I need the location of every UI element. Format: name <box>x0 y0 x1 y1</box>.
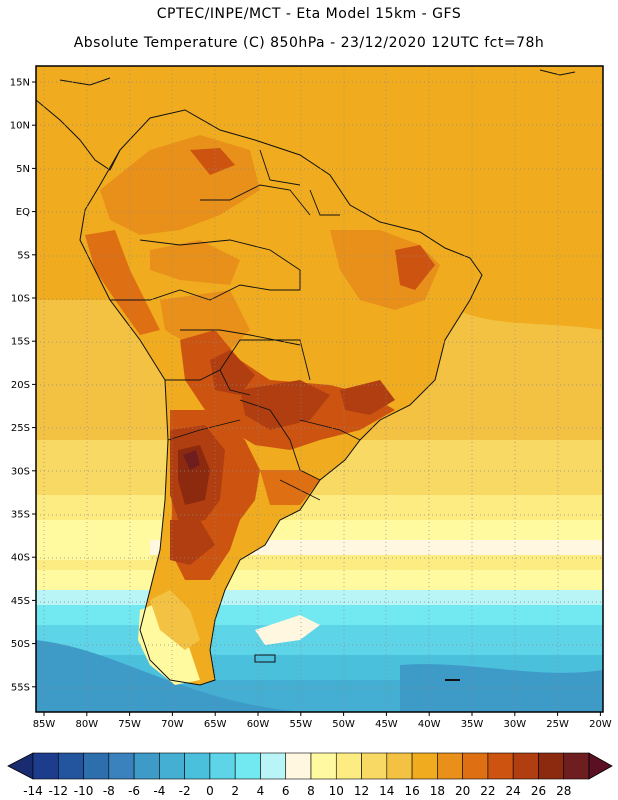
lon-tick-label: 35W <box>461 719 484 730</box>
lat-tick-label: 10S <box>11 294 30 305</box>
lat-tick-label: EQ <box>16 207 30 218</box>
lon-tick-label: 85W <box>33 719 56 730</box>
colorbar-label: 6 <box>282 784 290 798</box>
graticule <box>36 66 603 712</box>
colorbar-segment <box>538 752 565 780</box>
colorbar-label: 18 <box>430 784 445 798</box>
lon-tick-label: 65W <box>204 719 227 730</box>
lon-tick-label: 70W <box>161 719 184 730</box>
colorbar-segment <box>133 752 160 780</box>
colorbar-label: 22 <box>480 784 495 798</box>
lat-tick-label: 40S <box>11 553 30 564</box>
lon-tick-label: 50W <box>332 719 355 730</box>
map-frame <box>35 65 604 713</box>
colorbar-label: 20 <box>455 784 470 798</box>
colorbar-label: 2 <box>231 784 239 798</box>
colorbar-segment <box>83 752 110 780</box>
lat-tick-label: 5N <box>16 164 30 175</box>
colorbar-segment <box>209 752 236 780</box>
longitude-axis: 85W 80W 75W 70W 65W 60W 55W 50W 45W 40W 35W 30W 25W 2… <box>33 712 612 730</box>
colorbar-segment <box>260 752 287 780</box>
colorbar-label: 4 <box>257 784 265 798</box>
colorbar-segment <box>32 752 59 780</box>
colorbar-segment <box>563 752 590 780</box>
lat-tick-label: 55S <box>11 682 30 693</box>
colorbar-label: -8 <box>103 784 115 798</box>
temperature-field <box>36 66 603 712</box>
colorbar-segment <box>411 752 438 780</box>
colorbar-label: -2 <box>179 784 191 798</box>
lon-tick-label: 30W <box>503 719 526 730</box>
title-line-2: Absolute Temperature (C) 850hPa - 23/12/… <box>73 35 545 51</box>
colorbar-label: 28 <box>556 784 571 798</box>
lat-tick-label: 5S <box>17 250 30 261</box>
lat-tick-label: 10N <box>10 121 30 132</box>
colorbar-left-arrow <box>7 752 34 780</box>
colorbar-label: 26 <box>531 784 546 798</box>
colorbar-label: 0 <box>206 784 214 798</box>
lat-tick-label: 20S <box>11 380 30 391</box>
lat-tick-label: 15N <box>10 78 30 89</box>
colorbar-label: 14 <box>379 784 394 798</box>
country-borders <box>110 149 361 501</box>
lon-tick-label: 40W <box>418 719 441 730</box>
lat-tick-label: 50S <box>11 639 30 650</box>
colorbar-label: -10 <box>74 784 94 798</box>
lat-tick-label: 45S <box>11 596 30 607</box>
lon-tick-label: 80W <box>75 719 98 730</box>
colorbar-segment <box>310 752 337 780</box>
colorbar-label: 24 <box>506 784 521 798</box>
colorbar-label: 16 <box>404 784 419 798</box>
colorbar-label: 8 <box>307 784 315 798</box>
lon-tick-label: 60W <box>247 719 270 730</box>
colorbar-label: 12 <box>354 784 369 798</box>
colorbar-segment <box>437 752 463 780</box>
colorbar-segment <box>335 752 362 780</box>
colorbar-right-arrow <box>588 752 613 780</box>
lon-tick-label: 75W <box>118 719 141 730</box>
lat-tick-label: 35S <box>11 510 30 521</box>
colorbar-segment <box>159 752 185 780</box>
lat-tick-label: 15S <box>11 337 30 348</box>
colorbar-segment <box>285 752 312 780</box>
colorbar-segment <box>108 752 135 780</box>
colorbar-label: -6 <box>128 784 140 798</box>
colorbar: -14 -12 -10 -8 -6 -4 -2 0 2 4 6 8 10 12 14 16 18 20 22 24 26… <box>7 752 613 798</box>
colorbar-label: -14 <box>23 784 43 798</box>
colorbar-label: -4 <box>153 784 165 798</box>
lon-tick-label: 25W <box>546 719 569 730</box>
colorbar-segment <box>361 752 388 780</box>
lon-tick-label: 45W <box>375 719 398 730</box>
lon-tick-label: 55W <box>289 719 312 730</box>
latitude-axis: 15N 10N 5N EQ 5S 10S 15S 20S 25S 30S 35S 40S 45S 50S 5… <box>10 78 36 693</box>
title-line-1: CPTEC/INPE/MCT - Eta Model 15km - GFS <box>156 6 462 22</box>
lat-tick-label: 30S <box>11 466 30 477</box>
colorbar-label: -12 <box>48 784 68 798</box>
colorbar-segment <box>462 752 489 780</box>
colorbar-segment <box>234 752 261 780</box>
colorbar-segment <box>184 752 211 780</box>
lon-tick-label: 20W <box>589 719 612 730</box>
coastline <box>79 109 483 686</box>
colorbar-segment <box>487 752 514 780</box>
lat-tick-label: 25S <box>11 423 30 434</box>
central-america <box>36 99 121 171</box>
colorbar-segment <box>386 752 413 780</box>
colorbar-label: 10 <box>329 784 344 798</box>
colorbar-segment <box>512 752 539 780</box>
colorbar-segment <box>57 752 84 780</box>
